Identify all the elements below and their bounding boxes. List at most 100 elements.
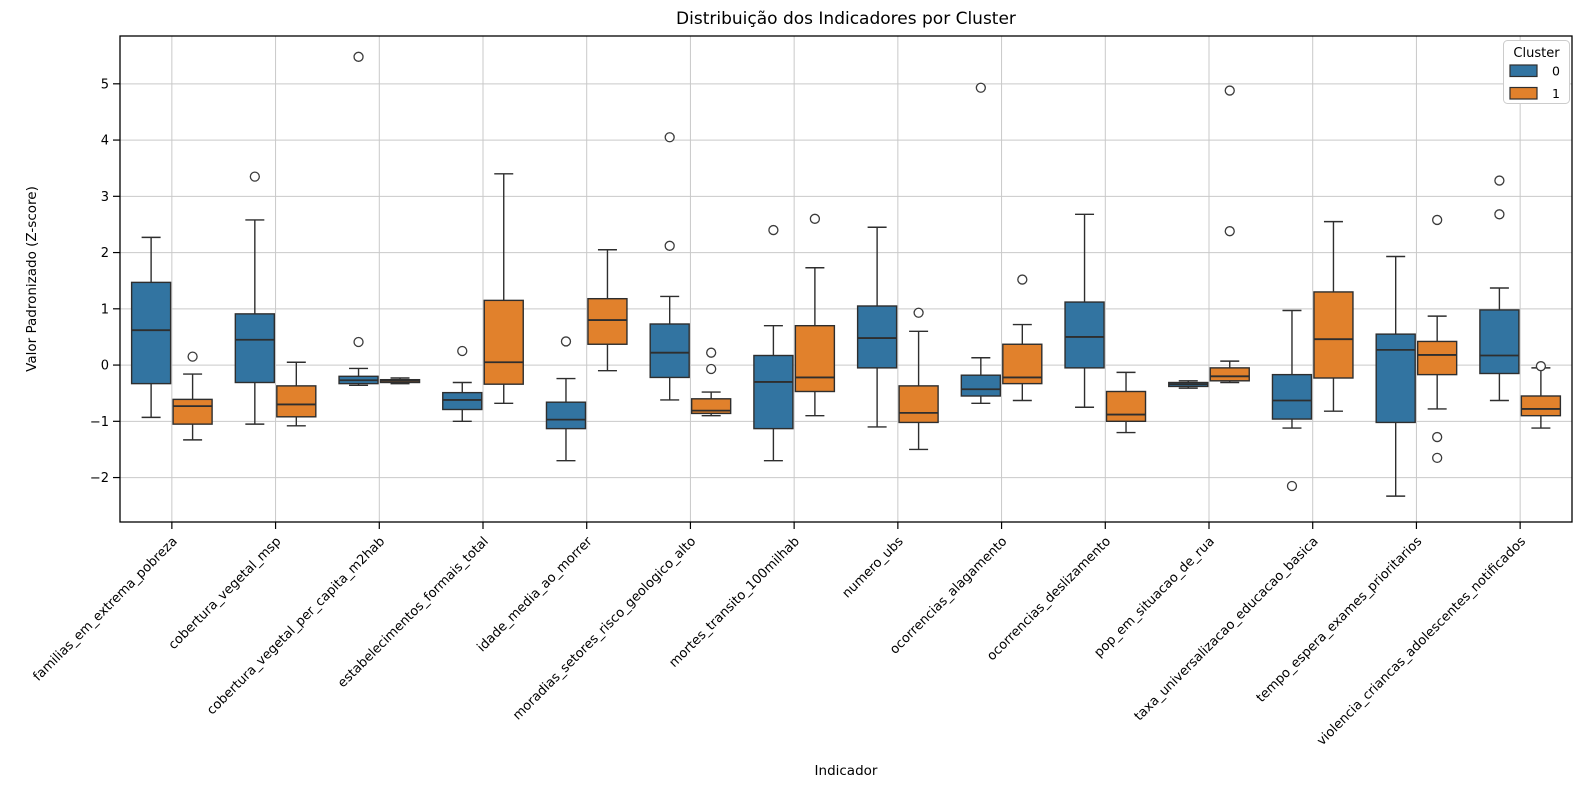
box-rect (1479, 309, 1520, 375)
outlier-marker (1432, 452, 1443, 464)
outlier-marker (809, 213, 821, 224)
legend: Cluster 0 1 (1503, 40, 1570, 104)
box-moradias_setores_risco_geologico_alto-cluster1 (690, 347, 732, 417)
x-tick-label: ocorrencias_alagamento (887, 534, 1010, 657)
gridlines (120, 36, 1572, 522)
y-tick-label: 5 (101, 77, 109, 92)
box-rect (1416, 340, 1458, 376)
box-ocorrencias_deslizamento-cluster1 (1105, 371, 1147, 434)
x-tick-label: cobertura_vegetal_per_capita_m2hab (204, 534, 388, 718)
box-rect (649, 323, 690, 379)
box-idade_media_ao_morrer-cluster1 (587, 249, 628, 372)
box-rect (1313, 291, 1354, 379)
y-tick-label: 3 (101, 190, 109, 205)
x-tick-label: tempo_espera_exames_prioritarios (1254, 534, 1426, 706)
box-ocorrencias_alagamento-cluster0 (960, 82, 1002, 405)
legend-label-cluster1: 1 (1552, 86, 1560, 101)
box-rect (130, 281, 172, 385)
outlier-marker (664, 132, 675, 143)
box-idade_media_ao_morrer-cluster0 (545, 336, 587, 462)
outlier-marker (353, 336, 364, 348)
box-cobertura_vegetal_msp-cluster1 (276, 361, 317, 427)
x-axis-label: Indicador (815, 763, 878, 779)
outlier-marker (1432, 431, 1443, 443)
box-estabelecimentos_formais_total-cluster0 (442, 345, 483, 423)
x-tick-label: violencia_criancas_adolescentes_notifica… (1314, 534, 1529, 749)
box-rect (545, 401, 587, 430)
y-axis-label: Valor Padronizado (Z-score) (24, 186, 40, 372)
box-rect (442, 391, 483, 411)
x-tick-label: ocorrencias_deslizamento (984, 534, 1114, 664)
box-cobertura_vegetal_per_capita_m2hab-cluster1 (379, 377, 421, 385)
box-rect (172, 398, 213, 425)
outlier-marker (975, 82, 986, 93)
legend-title: Cluster (1513, 46, 1560, 61)
outlier-marker (187, 351, 198, 362)
chart-title: Distribuição dos Indicadores por Cluster (676, 9, 1016, 29)
box-violencia_criancas_adolescentes_notificados-cluster1 (1520, 361, 1562, 429)
legend-swatch-cluster1 (1509, 86, 1538, 100)
box-ocorrencias_alagamento-cluster1 (1002, 274, 1043, 402)
x-tick-label: numero_ubs (840, 534, 907, 601)
box-estabelecimentos_formais_total-cluster1 (483, 173, 524, 405)
y-tick-label: 4 (101, 134, 109, 149)
box-numero_ubs-cluster1 (898, 307, 939, 451)
box-cobertura_vegetal_msp-cluster0 (234, 171, 276, 425)
box-familias_em_extrema_pobreza-cluster1 (172, 351, 213, 441)
outlier-marker (1494, 209, 1505, 220)
legend-swatch-cluster0 (1509, 64, 1538, 78)
legend-label-cluster0: 0 (1552, 64, 1560, 79)
box-rect (483, 299, 524, 385)
x-tick-label: familias_em_extrema_pobreza (30, 534, 180, 684)
x-tick-label: taxa_universalizacao_educacao_basica (1132, 534, 1322, 724)
outlier-marker (768, 224, 779, 236)
box-cobertura_vegetal_per_capita_m2hab-cluster0 (338, 51, 379, 387)
outlier-marker (1432, 214, 1443, 226)
box-mortes_transito_100milhab-cluster0 (753, 224, 794, 462)
box-pop_em_situacao_de_rua-cluster1 (1209, 85, 1250, 384)
box-familias_em_extrema_pobreza-cluster0 (130, 236, 172, 419)
outlier-marker (560, 336, 572, 347)
box-rect (1209, 367, 1250, 382)
outlier-marker (664, 240, 675, 251)
box-tempo_espera_exames_prioritarios-cluster0 (1375, 255, 1416, 497)
box-rect (587, 297, 628, 345)
outlier-marker (1224, 85, 1235, 96)
outlier-marker (706, 363, 717, 375)
box-rect (1064, 301, 1105, 369)
outlier-marker (1224, 226, 1235, 237)
box-mortes_transito_100milhab-cluster1 (794, 213, 836, 417)
y-tick-label: 0 (101, 359, 109, 374)
box-ocorrencias_deslizamento-cluster0 (1064, 213, 1105, 408)
y-tick-label: 1 (101, 302, 109, 317)
box-violencia_criancas_adolescentes_notificados-cluster0 (1479, 175, 1520, 402)
boxes-layer (130, 51, 1562, 497)
y-tick-label: −2 (90, 471, 109, 486)
box-numero_ubs-cluster0 (856, 226, 898, 428)
box-rect (1520, 395, 1562, 417)
y-tick-label: 2 (101, 246, 109, 261)
box-rect (794, 324, 836, 393)
outlier-marker (913, 307, 924, 318)
box-rect (234, 313, 276, 384)
box-rect (856, 305, 898, 369)
box-taxa_universalizacao_educacao_basica-cluster1 (1313, 220, 1354, 412)
x-tick-label: moradias_setores_risco_geologico_alto (510, 534, 699, 723)
box-rect (1375, 333, 1416, 424)
box-rect (960, 374, 1002, 397)
outlier-marker (457, 345, 468, 357)
plot-border (119, 35, 1573, 523)
box-tempo_espera_exames_prioritarios-cluster1 (1416, 214, 1458, 464)
x-tick-label: pop_em_situacao_de_rua (1091, 534, 1217, 660)
x-tick-label: idade_media_ao_morrer (475, 534, 596, 655)
box-rect (898, 385, 939, 424)
box-rect (1105, 390, 1147, 423)
outlier-marker (1286, 480, 1298, 492)
x-tick-label: cobertura_vegetal_msp (166, 534, 285, 653)
box-rect (1271, 373, 1313, 420)
outlier-marker (1017, 274, 1028, 285)
box-taxa_universalizacao_educacao_basica-cluster0 (1271, 309, 1313, 492)
outlier-marker (1494, 175, 1505, 186)
